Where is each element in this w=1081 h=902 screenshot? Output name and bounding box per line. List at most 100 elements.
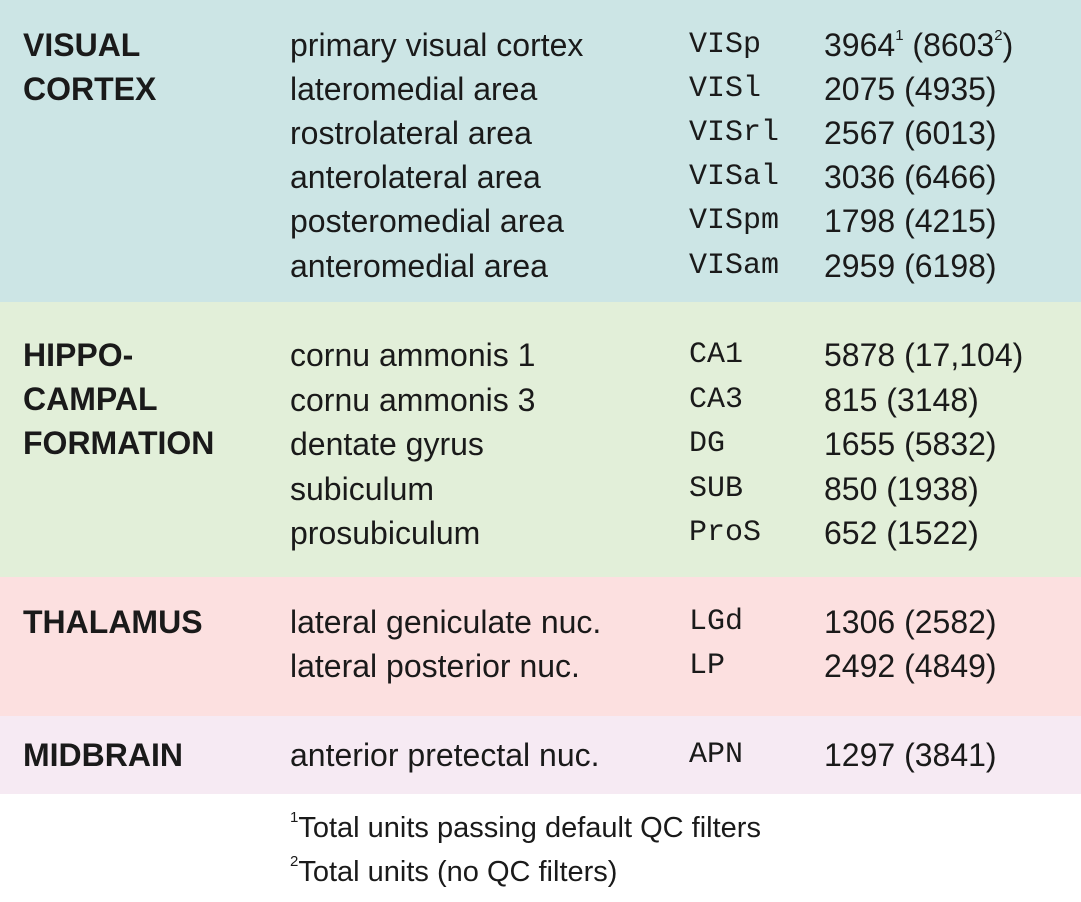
table-row: rostrolateral area VISrl 2567 (6013) [0,111,1081,155]
region-name: anteromedial area [290,248,548,284]
total-value: 6198 [914,248,986,284]
units-value: 815 [824,382,878,418]
unit-count: 5878 (17,104) [824,337,1024,373]
unit-count: 850 (1938) [824,471,979,507]
unit-count: 39641 (86032) [824,27,1014,63]
footnote: 2Total units (no QC filters) [290,850,761,894]
region-abbr: LGd [689,605,744,639]
units-value: 850 [824,471,878,507]
footnote-marker: 1 [895,27,904,44]
total-value: 4215 [914,203,986,239]
region-abbr: CA3 [689,383,744,417]
region-name: anterior pretectal nuc. [290,737,600,773]
unit-count: 1798 (4215) [824,203,997,239]
region-abbr: VISl [689,72,762,106]
total-value: 17,104 [914,337,1013,373]
region-name: primary visual cortex [290,27,584,63]
region-name: lateral geniculate nuc. [290,604,602,640]
unit-count: 1655 (5832) [824,426,997,462]
units-value: 2075 [824,71,896,107]
table-row: cornu ammonis 3 CA3 815 (3148) [0,378,1081,422]
unit-count: 2959 (6198) [824,248,997,284]
region-abbr: VISrl [689,116,780,150]
total-value: 6013 [914,115,986,151]
units-value: 1798 [824,203,896,239]
units-value: 2959 [824,248,896,284]
heading-line: HIPPO- [23,337,134,373]
units-value: 3036 [824,159,896,195]
unit-count: 1297 (3841) [824,737,997,773]
region-name: lateromedial area [290,71,538,107]
total-value: 8603 [923,27,995,63]
unit-count: 652 (1522) [824,515,979,551]
region-name: subiculum [290,471,435,507]
footnotes: 1Total units passing default QC filters … [290,806,761,894]
units-value: 3964 [824,27,896,63]
section-thalamus: THALAMUS lateral geniculate nuc. LGd 130… [0,577,1081,716]
region-abbr: VISam [689,249,780,283]
total-value: 5832 [914,426,986,462]
table-row: anterior pretectal nuc. APN 1297 (3841) [0,733,1081,777]
region-abbr: APN [689,738,744,772]
region-abbr: VISp [689,28,762,62]
total-value: 4849 [914,648,986,684]
section-midbrain: MIDBRAIN anterior pretectal nuc. APN 129… [0,716,1081,794]
heading-line: CORTEX [23,71,157,107]
units-value: 652 [824,515,878,551]
region-abbr: SUB [689,472,744,506]
footnote-text: Total units passing default QC filters [298,812,761,844]
region-name: lateral posterior nuc. [290,648,580,684]
table-row: lateral posterior nuc. LP 2492 (4849) [0,644,1081,688]
table-row: primary visual cortex VISp 39641 (86032) [0,23,1081,67]
heading-line: MIDBRAIN [23,737,183,773]
footnote-marker: 2 [994,27,1003,44]
section-heading: THALAMUS [23,600,203,644]
footnote-text: Total units (no QC filters) [298,856,618,888]
units-value: 5878 [824,337,896,373]
table-row: prosubiculum ProS 652 (1522) [0,511,1081,555]
total-value: 1522 [896,515,969,551]
region-name: rostrolateral area [290,115,532,151]
total-value: 3841 [914,737,986,773]
unit-count: 2567 (6013) [824,115,997,151]
table-row: anteromedial area VISam 2959 (6198) [0,244,1081,288]
total-value: 3148 [896,382,969,418]
section-visual-cortex: VISUAL CORTEX primary visual cortex VISp… [0,0,1081,302]
units-value: 1655 [824,426,896,462]
table-row: lateromedial area VISl 2075 (4935) [0,67,1081,111]
unit-count: 815 (3148) [824,382,979,418]
unit-count: 2492 (4849) [824,648,997,684]
unit-count: 1306 (2582) [824,604,997,640]
heading-line: VISUAL [23,27,141,63]
footnote-marker: 2 [290,853,299,870]
footnote-marker: 1 [290,809,299,826]
table-row: anterolateral area VISal 3036 (6466) [0,155,1081,199]
region-abbr: ProS [689,516,762,550]
region-name: dentate gyrus [290,426,484,462]
region-name: posteromedial area [290,203,564,239]
units-value: 2567 [824,115,896,151]
region-name: prosubiculum [290,515,481,551]
table-row: cornu ammonis 1 CA1 5878 (17,104) [0,333,1081,377]
unit-count: 2075 (4935) [824,71,997,107]
region-abbr: CA1 [689,338,744,372]
total-value: 1938 [896,471,969,507]
section-heading: MIDBRAIN [23,733,183,777]
region-abbr: VISal [689,160,780,194]
footnote: 1Total units passing default QC filters [290,806,761,850]
units-value: 2492 [824,648,896,684]
total-value: 6466 [914,159,986,195]
section-heading: HIPPO- CAMPAL FORMATION [23,333,214,465]
region-name: cornu ammonis 1 [290,337,536,373]
region-abbr: DG [689,427,726,461]
section-heading: VISUAL CORTEX [23,23,156,111]
units-value: 1306 [824,604,896,640]
region-name: cornu ammonis 3 [290,382,536,418]
table-row: lateral geniculate nuc. LGd 1306 (2582) [0,600,1081,644]
table-row: posteromedial area VISpm 1798 (4215) [0,199,1081,243]
total-value: 4935 [914,71,986,107]
region-abbr: LP [689,649,726,683]
section-hippocampal-formation: HIPPO- CAMPAL FORMATION cornu ammonis 1 … [0,302,1081,577]
table-row: dentate gyrus DG 1655 (5832) [0,422,1081,466]
region-abbr: VISpm [689,204,780,238]
